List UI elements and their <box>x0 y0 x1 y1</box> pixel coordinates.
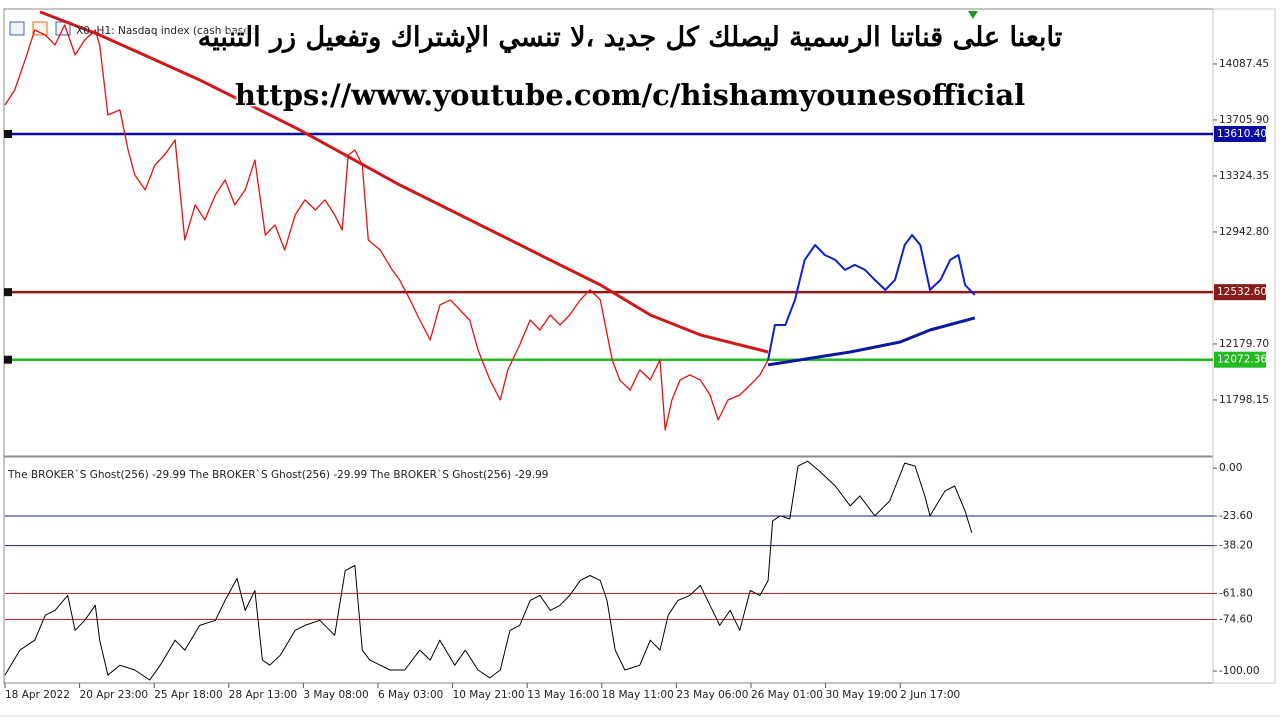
level-label: 12072.36 <box>1217 354 1267 366</box>
y-tick-label: -100.00 <box>1219 665 1260 677</box>
y-tick-label: 13324.35 <box>1219 170 1269 182</box>
x-tick-label: 2 Jun 17:00 <box>900 689 960 701</box>
level-handle <box>4 129 12 138</box>
level-handle <box>4 288 12 297</box>
x-tick-label: 13 May 16:00 <box>527 689 599 701</box>
y-tick-label: -23.60 <box>1219 510 1253 522</box>
x-tick-label: 26 May 01:00 <box>751 689 823 701</box>
price-panel <box>3 8 1214 457</box>
chart-title: X0, H1: Nasdaq index (cash based) <box>76 25 260 37</box>
x-tick-label: 28 Apr 13:00 <box>229 689 297 701</box>
x-tick-label: 10 May 21:00 <box>453 689 525 701</box>
y-tick-label: 11798.15 <box>1219 394 1269 406</box>
y-tick-label: 12179.70 <box>1219 338 1269 350</box>
level-label-box <box>1214 125 1266 142</box>
series-line <box>39 10 769 354</box>
icon <box>9 21 25 36</box>
y-tick-label: -38.20 <box>1219 540 1253 552</box>
series-line <box>767 234 976 361</box>
icon <box>32 21 48 36</box>
x-tick-label: 25 Apr 18:00 <box>154 689 222 701</box>
level-handle <box>4 355 12 364</box>
level-label-box <box>1214 284 1266 301</box>
x-tick-label: 18 Apr 2022 <box>5 689 70 701</box>
x-tick-label: 23 May 06:00 <box>676 689 748 701</box>
series-line <box>4 24 769 431</box>
overlay-line-1: تابعنا على قناتنا الرسمية ليصلك كل جديد … <box>197 22 1063 53</box>
oscillator-panel <box>3 456 1214 684</box>
x-tick-label: 18 May 11:00 <box>602 689 674 701</box>
y-tick-label: 14087.45 <box>1219 58 1269 70</box>
overlay-line-2: https://www.youtube.com/c/hishamyounesof… <box>234 78 1026 112</box>
indicator-title: The BROKER`S Ghost(256) -29.99 The BROKE… <box>7 469 548 481</box>
series-line <box>767 316 976 367</box>
level-label: 13610.40 <box>1217 128 1267 140</box>
level-label-box <box>1214 351 1266 368</box>
y-tick-label: -61.80 <box>1219 588 1253 600</box>
price-axis-strip <box>1212 8 1276 684</box>
x-tick-label: 3 May 08:00 <box>303 689 368 701</box>
x-tick-label: 20 Apr 23:00 <box>80 689 148 701</box>
series-line <box>4 460 973 681</box>
x-tick-label: 6 May 03:00 <box>378 689 443 701</box>
y-tick-label: 13705.90 <box>1219 114 1269 126</box>
level-label: 12532.60 <box>1217 286 1267 298</box>
shift-marker <box>968 11 978 19</box>
y-tick-label: 12942.80 <box>1219 226 1269 238</box>
y-tick-label: -74.60 <box>1219 614 1253 626</box>
x-tick-label: 30 May 19:00 <box>826 689 898 701</box>
y-tick-label: 0.00 <box>1219 462 1242 474</box>
